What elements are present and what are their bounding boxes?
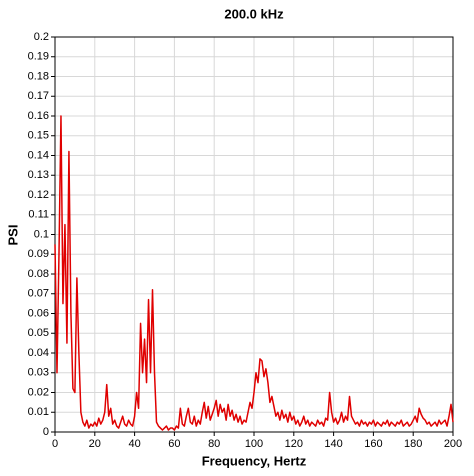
x-tick-label: 0	[52, 438, 58, 450]
y-tick-label: 0.15	[28, 130, 49, 142]
y-tick-label: 0.04	[28, 347, 49, 359]
y-tick-label: 0.19	[28, 51, 49, 63]
x-tick-label: 140	[324, 438, 342, 450]
y-tick-label: 0.06	[28, 307, 49, 319]
y-tick-label: 0.07	[28, 288, 49, 300]
x-axis-label: Frequency, Hertz	[202, 453, 307, 468]
x-tick-label: 80	[208, 438, 220, 450]
y-tick-label: 0.18	[28, 70, 49, 82]
y-tick-label: 0.2	[34, 31, 49, 43]
x-tick-label: 180	[404, 438, 422, 450]
y-tick-label: 0.12	[28, 189, 49, 201]
x-tick-label: 200	[444, 438, 462, 450]
y-tick-label: 0.14	[28, 149, 49, 161]
y-tick-label: 0.09	[28, 248, 49, 260]
y-tick-label: 0.08	[28, 268, 49, 280]
y-tick-label: 0.13	[28, 169, 49, 181]
x-tick-label: 20	[89, 438, 101, 450]
y-tick-label: 0.11	[28, 209, 49, 221]
y-tick-label: 0.1	[34, 228, 49, 240]
x-tick-label: 160	[364, 438, 382, 450]
y-tick-label: 0.01	[28, 406, 49, 418]
x-tick-label: 40	[128, 438, 140, 450]
x-tick-label: 60	[168, 438, 180, 450]
y-tick-label: 0.16	[28, 110, 49, 122]
plot-frame	[54, 36, 454, 433]
y-axis-label: PSI	[5, 225, 20, 246]
y-tick-label: 0.05	[28, 327, 49, 339]
x-tick-label: 120	[285, 438, 303, 450]
y-tick-label: 0.17	[28, 90, 49, 102]
y-tick-label: 0	[43, 426, 49, 438]
chart-title: 200.0 kHz	[224, 6, 284, 21]
data-line	[54, 115, 454, 431]
y-tick-label: 0.02	[28, 386, 49, 398]
y-tick-label: 0.03	[28, 367, 49, 379]
x-tick-label: 100	[245, 438, 263, 450]
